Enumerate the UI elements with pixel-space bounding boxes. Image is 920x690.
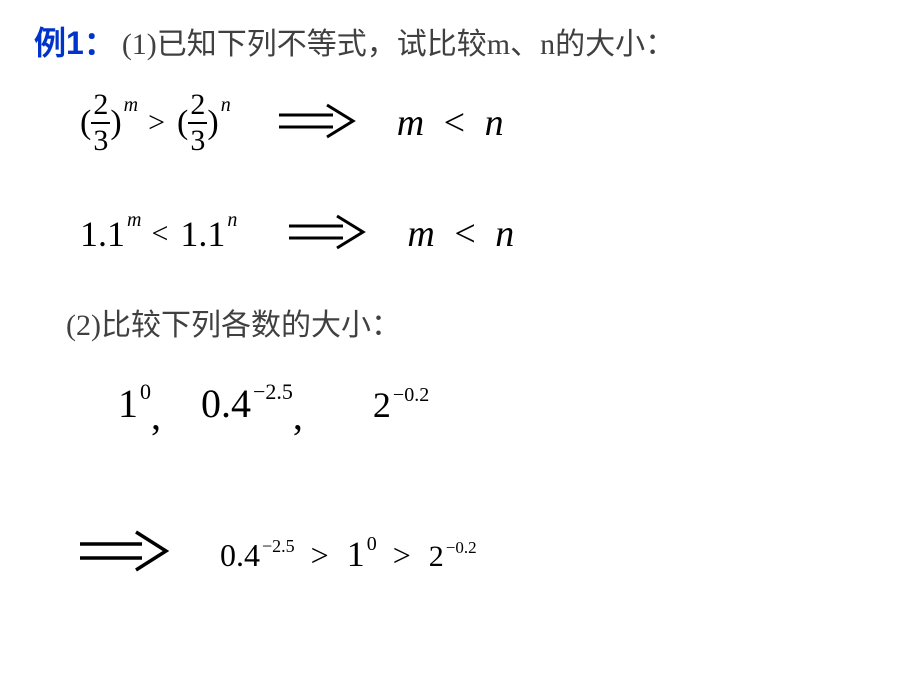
ans-t2-base: 1 [347,533,365,575]
paren-close: ) [110,104,121,142]
var-n-2: n [495,213,514,255]
base-1.1-b: 1.1 [180,213,225,255]
ans-t2-exp: 0 [367,533,377,556]
relation-lt-1: < [444,102,465,144]
term3-base: 2 [373,384,391,426]
comma-2: , [293,392,303,439]
frac-den-2: 3 [188,126,207,156]
ans-rel1: > [311,537,329,574]
ans-t3-exp: −0.2 [446,538,477,558]
exp-m-2: m [127,209,141,232]
paren-open-2: ( [177,104,188,142]
implies-arrow-2 [287,214,367,255]
var-m-2: m [407,213,434,255]
equation-line-1: ( 2 3 ) m > ( 2 3 ) n m < n [80,90,504,156]
relation-gt: > [148,106,165,140]
comma-1: , [151,392,161,439]
frac-num-1: 2 [91,90,110,120]
relation-lt-2: < [454,213,475,255]
var-m-1: m [397,102,424,144]
equation-line-4: 0.4 −2.5 > 1 0 > 2 −0.2 [78,530,475,577]
term1-base: 1 [118,380,138,427]
example-label: 例1： [34,18,116,64]
question-1-text: (1)已知下列不等式，试比较m、n的大小： [122,19,675,63]
term3-exp: −0.2 [393,384,429,407]
ans-t1-base: 0.4 [220,537,260,574]
paren-open: ( [80,104,91,142]
var-n-1: n [485,102,504,144]
frac-num-2: 2 [188,90,207,120]
ans-t3-base: 2 [429,540,444,574]
term2-base: 0.4 [201,380,251,427]
ans-rel2: > [393,537,411,574]
ans-t1-exp: −2.5 [262,536,295,557]
question-2-text: (2)比较下列各数的大小： [66,300,401,344]
frac-den-1: 3 [91,126,110,156]
exp-n-2: n [227,209,237,232]
equation-line-2: 1.1 m < 1.1 n m < n [80,212,514,256]
implies-arrow-1 [277,103,357,144]
exp-n-1: n [221,94,231,117]
paren-close-2: ) [207,104,218,142]
exp-m-1: m [124,94,138,117]
equation-line-3: 1 0 , 0.4 −2.5 , 2 −0.2 [118,380,427,427]
base-1.1-a: 1.1 [80,213,125,255]
implies-arrow-3 [78,530,170,577]
term1-exp: 0 [140,379,151,405]
relation-lt-lhs: < [151,217,168,251]
term2-exp: −2.5 [253,379,293,405]
